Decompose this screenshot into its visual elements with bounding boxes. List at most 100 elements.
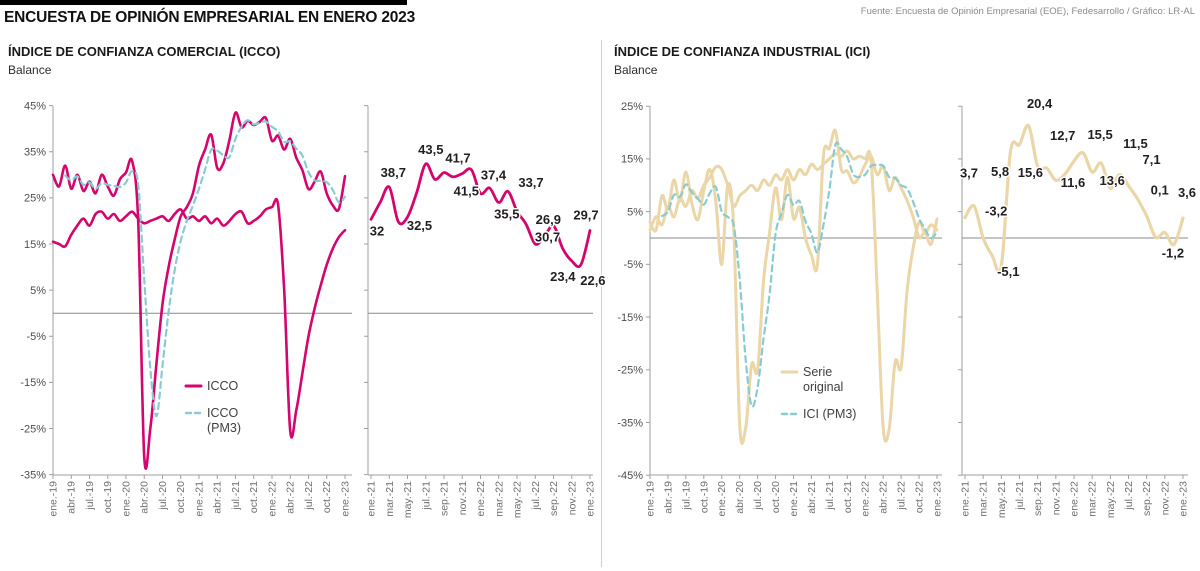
svg-text:original: original bbox=[803, 380, 843, 394]
svg-text:13,6: 13,6 bbox=[1100, 173, 1125, 188]
svg-text:jul.-21: jul.-21 bbox=[230, 481, 242, 511]
svg-text:41,7: 41,7 bbox=[445, 151, 470, 166]
icco-panel-title: ÍNDICE DE CONFIANZA COMERCIAL (ICCO) bbox=[8, 44, 281, 59]
svg-text:ICCO: ICCO bbox=[207, 379, 239, 393]
svg-text:-15%: -15% bbox=[20, 377, 46, 389]
ici-axis-unit: Balance bbox=[614, 63, 658, 77]
svg-text:ene.-22: ene.-22 bbox=[1068, 481, 1080, 517]
svg-text:25%: 25% bbox=[24, 193, 46, 205]
icco-axes bbox=[52, 106, 593, 476]
svg-text:jul.-22: jul.-22 bbox=[530, 481, 542, 511]
svg-text:oct.-21: oct.-21 bbox=[842, 481, 854, 513]
svg-text:mar.-22: mar.-22 bbox=[1087, 481, 1099, 517]
svg-text:jul.-21: jul.-21 bbox=[824, 481, 836, 511]
svg-text:35,5: 35,5 bbox=[494, 207, 519, 222]
svg-text:5,8: 5,8 bbox=[991, 164, 1009, 179]
icco-series bbox=[51, 111, 592, 470]
svg-text:may.-22: may.-22 bbox=[512, 481, 524, 518]
svg-text:-5%: -5% bbox=[623, 259, 643, 271]
ici-panel-header: ÍNDICE DE CONFIANZA INDUSTRIAL (ICI) Bal… bbox=[614, 44, 870, 77]
svg-text:mar.-22: mar.-22 bbox=[493, 481, 505, 517]
svg-text:ene.-23: ene.-23 bbox=[931, 481, 943, 517]
svg-text:abr.-22: abr.-22 bbox=[878, 481, 890, 514]
svg-text:-35%: -35% bbox=[20, 469, 46, 481]
ici-zoom-line bbox=[963, 123, 1185, 274]
svg-text:-45%: -45% bbox=[617, 470, 643, 482]
svg-text:oct.-20: oct.-20 bbox=[175, 481, 187, 513]
svg-text:-35%: -35% bbox=[617, 417, 643, 429]
svg-text:abr.-21: abr.-21 bbox=[212, 481, 224, 514]
svg-text:ene.-22: ene.-22 bbox=[475, 481, 487, 517]
svg-text:abr.-19: abr.-19 bbox=[662, 481, 674, 514]
svg-text:5%: 5% bbox=[30, 285, 46, 297]
svg-text:ene.-23: ene.-23 bbox=[339, 481, 351, 517]
svg-text:jul.-21: jul.-21 bbox=[1014, 481, 1026, 511]
svg-text:abr.-22: abr.-22 bbox=[285, 481, 297, 514]
icco-original-line bbox=[51, 111, 347, 470]
svg-text:jul.-20: jul.-20 bbox=[157, 481, 169, 511]
svg-text:oct.-22: oct.-22 bbox=[914, 481, 926, 513]
svg-text:abr.-20: abr.-20 bbox=[734, 481, 746, 514]
svg-text:3,6: 3,6 bbox=[1178, 185, 1196, 200]
svg-text:20,4: 20,4 bbox=[1027, 96, 1053, 111]
svg-text:ene.-19: ene.-19 bbox=[645, 481, 657, 517]
svg-text:mar.-21: mar.-21 bbox=[978, 481, 990, 517]
svg-text:jul.-22: jul.-22 bbox=[1123, 481, 1135, 511]
svg-text:26,9: 26,9 bbox=[536, 212, 561, 227]
icco-x-ticks: ene.-19 abr.-19 jul.-19 oct.-19 ene.-20 abr.-… bbox=[48, 475, 597, 518]
svg-text:22,6: 22,6 bbox=[580, 273, 605, 288]
svg-text:abr.-21: abr.-21 bbox=[806, 481, 818, 514]
svg-text:12,7: 12,7 bbox=[1050, 128, 1075, 143]
svg-text:23,4: 23,4 bbox=[550, 269, 576, 284]
svg-text:25%: 25% bbox=[621, 101, 643, 113]
svg-text:jul.-21: jul.-21 bbox=[420, 481, 432, 511]
ici-panel-title: ÍNDICE DE CONFIANZA INDUSTRIAL (ICI) bbox=[614, 44, 871, 59]
ici-pm3-line bbox=[660, 141, 939, 408]
svg-text:sep.-21: sep.-21 bbox=[1032, 481, 1044, 516]
svg-text:41,5: 41,5 bbox=[454, 184, 479, 199]
svg-text:may.-21: may.-21 bbox=[402, 481, 414, 518]
svg-text:38,7: 38,7 bbox=[381, 165, 406, 180]
page-title: ENCUESTA DE OPINIÓN EMPRESARIAL EN ENERO… bbox=[4, 9, 416, 26]
svg-text:ene.-21: ene.-21 bbox=[366, 481, 378, 517]
svg-text:45%: 45% bbox=[24, 100, 46, 112]
ici-axes bbox=[649, 106, 1188, 476]
svg-text:15%: 15% bbox=[621, 154, 643, 166]
source-credit: Fuente: Encuesta de Opinión Empresarial … bbox=[860, 6, 1195, 17]
svg-text:jul.-19: jul.-19 bbox=[680, 481, 692, 511]
ici-series bbox=[648, 123, 1185, 445]
svg-text:oct.-19: oct.-19 bbox=[102, 481, 114, 513]
svg-text:jul.-19: jul.-19 bbox=[84, 481, 96, 511]
svg-text:33,7: 33,7 bbox=[518, 175, 543, 190]
icco-y-ticks: 45% 35% 25% 15% 5% -5% -15% -25% -35% bbox=[20, 100, 368, 481]
icco-zoom-line bbox=[369, 162, 592, 269]
svg-text:5%: 5% bbox=[627, 206, 643, 218]
svg-text:oct.-21: oct.-21 bbox=[248, 481, 260, 513]
svg-text:nov.-22: nov.-22 bbox=[1159, 481, 1171, 515]
svg-text:37,4: 37,4 bbox=[481, 167, 507, 182]
svg-text:-15%: -15% bbox=[617, 312, 643, 324]
svg-text:sep.-21: sep.-21 bbox=[439, 481, 451, 516]
svg-text:ene.-21: ene.-21 bbox=[788, 481, 800, 517]
svg-text:sep.-22: sep.-22 bbox=[548, 481, 560, 516]
svg-text:may.-22: may.-22 bbox=[1105, 481, 1117, 518]
icco-unlabeled-line bbox=[51, 197, 347, 439]
svg-text:35%: 35% bbox=[24, 147, 46, 159]
svg-text:32: 32 bbox=[370, 223, 384, 238]
ici-chart: 25% 15% 5% -5% -15% -25% -35% -45%ene.-19 abr.-1… bbox=[617, 94, 1197, 518]
svg-text:ene.-20: ene.-20 bbox=[716, 481, 728, 517]
svg-text:nov.-21: nov.-21 bbox=[1050, 481, 1062, 515]
svg-text:0,1: 0,1 bbox=[1151, 182, 1169, 197]
svg-text:ene.-21: ene.-21 bbox=[193, 481, 205, 517]
svg-text:11,5: 11,5 bbox=[1123, 136, 1148, 151]
svg-text:-5,1: -5,1 bbox=[997, 264, 1019, 279]
svg-text:ene.-23: ene.-23 bbox=[585, 481, 597, 517]
svg-text:ene.-21: ene.-21 bbox=[960, 481, 972, 517]
svg-text:15,6: 15,6 bbox=[1018, 165, 1043, 180]
svg-text:ene.-20: ene.-20 bbox=[120, 481, 132, 517]
svg-text:oct.-19: oct.-19 bbox=[698, 481, 710, 513]
svg-text:oct.-22: oct.-22 bbox=[321, 481, 333, 513]
svg-text:ene.-19: ene.-19 bbox=[48, 481, 60, 517]
ici-y-ticks: 25% 15% 5% -5% -15% -25% -35% -45% bbox=[617, 101, 962, 482]
